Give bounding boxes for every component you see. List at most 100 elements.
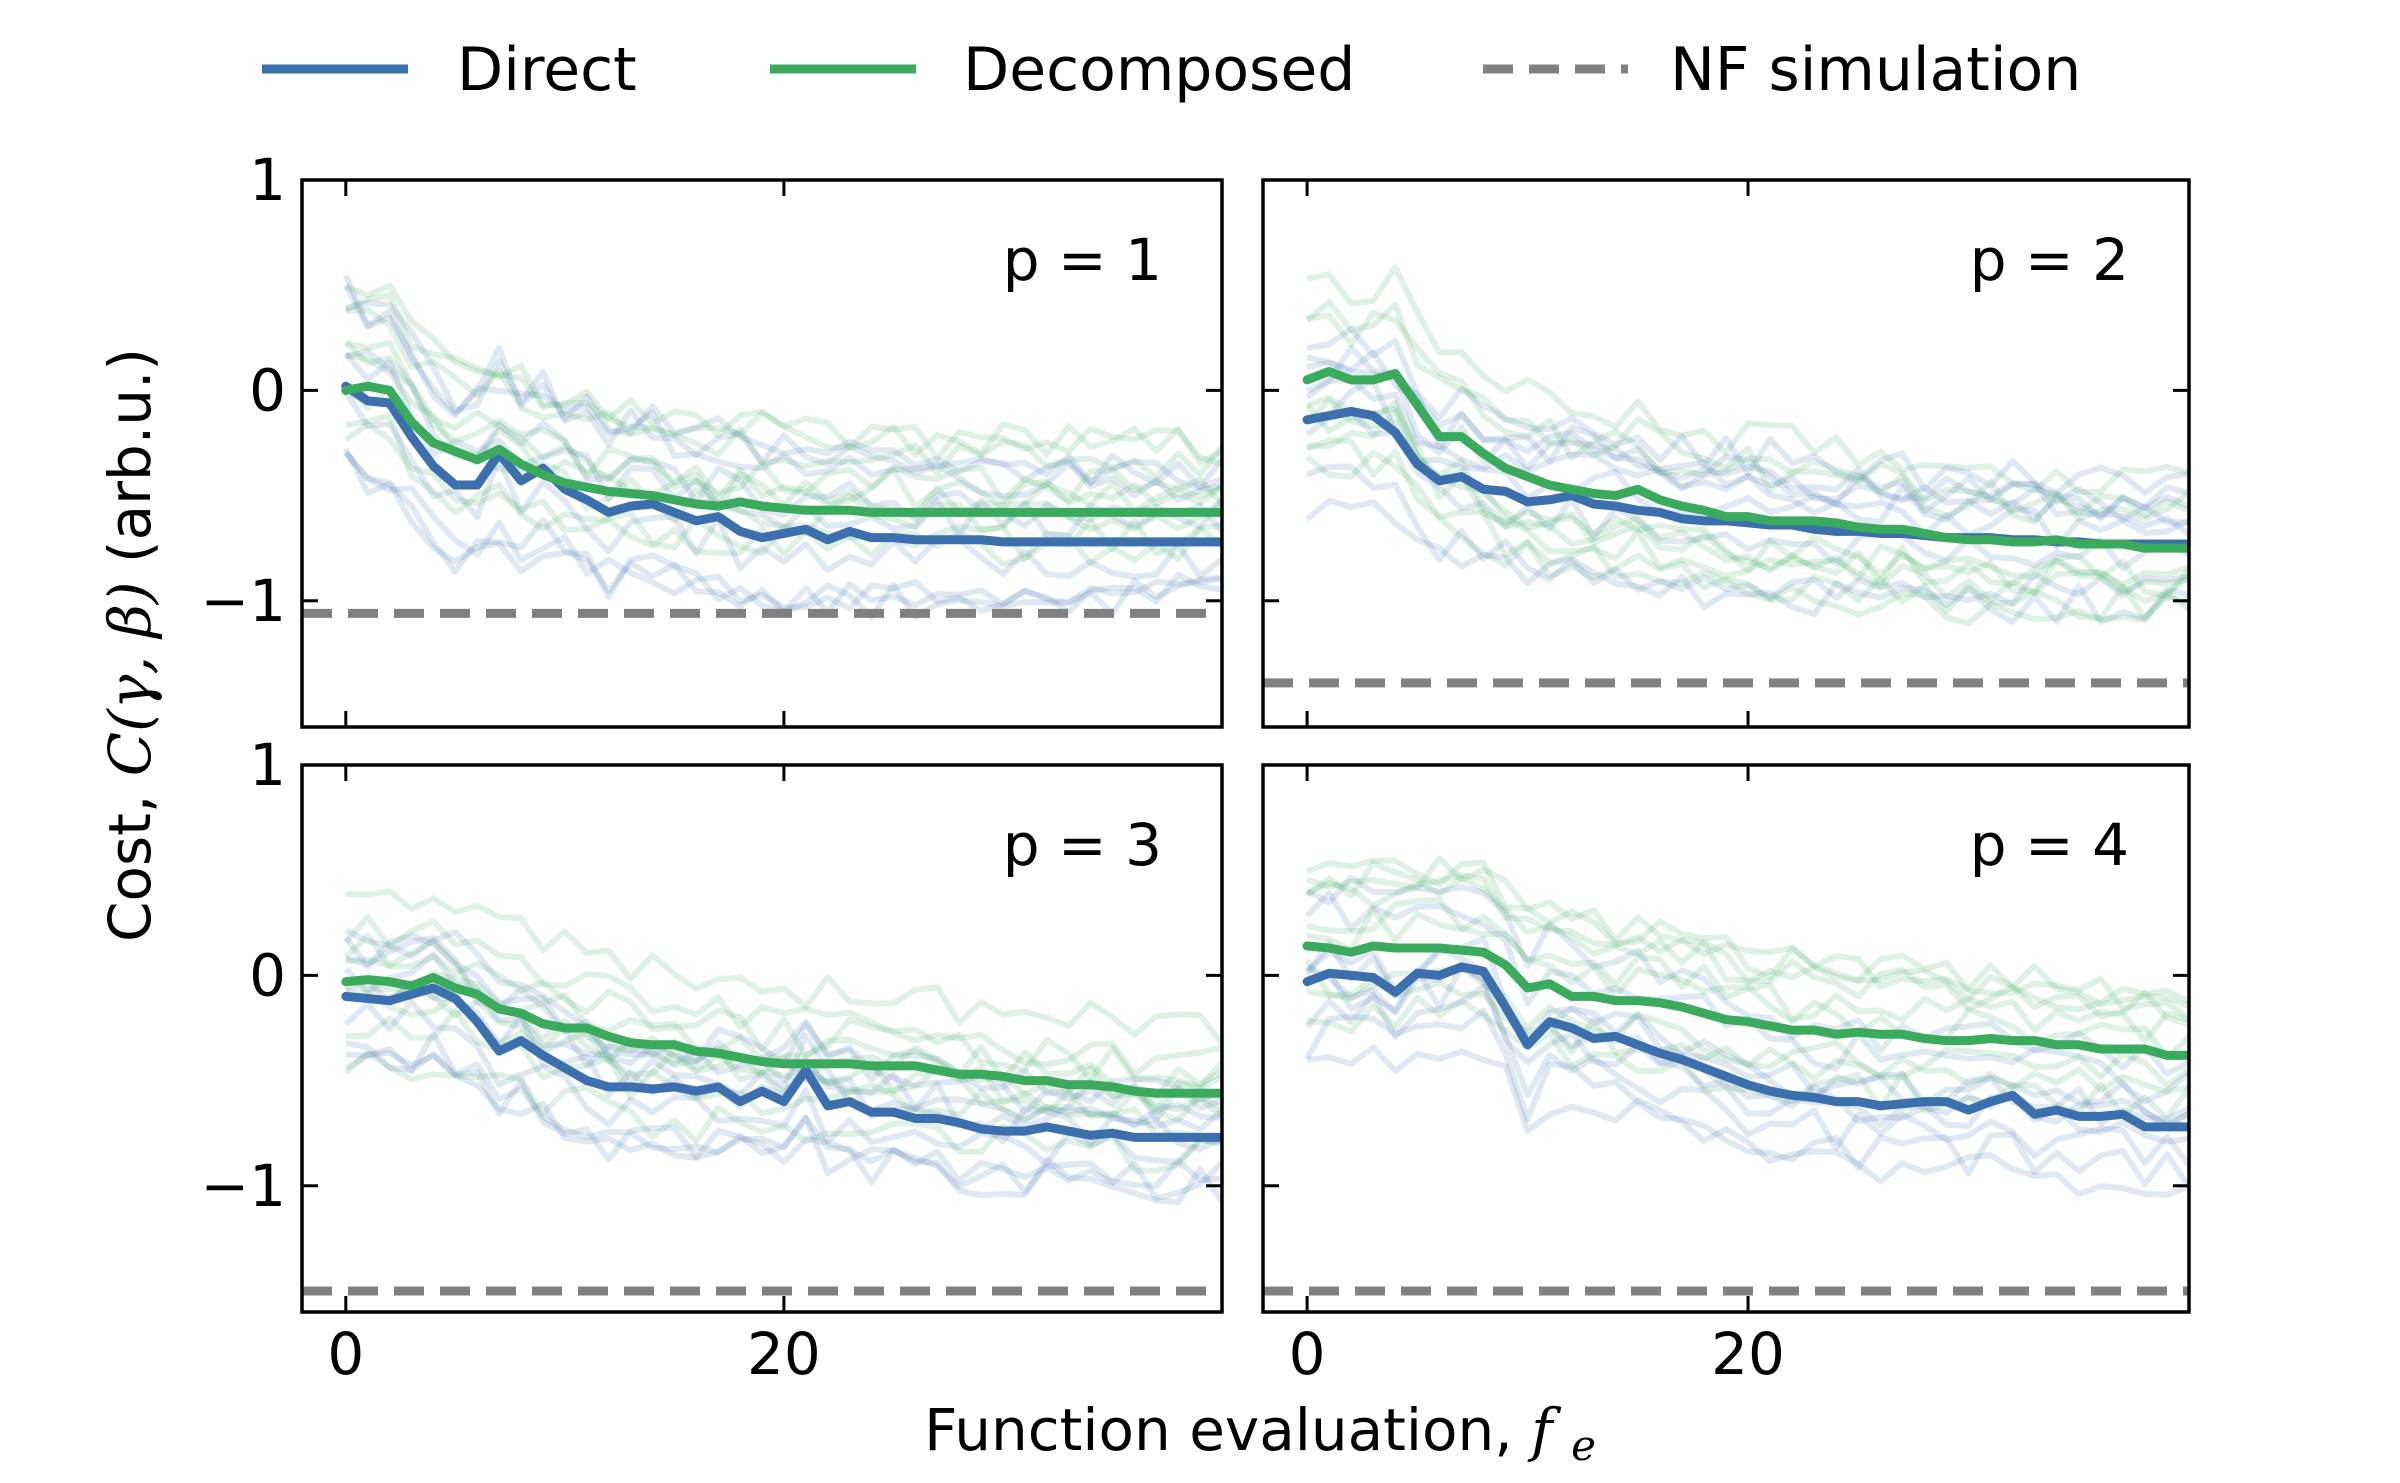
panel-p1-trace-direct-1 xyxy=(343,451,1222,616)
panel-p2-trace-direct-1 xyxy=(1305,408,2189,572)
panel-p3-xtick-label-1: 20 xyxy=(747,1320,821,1388)
panel-p1-frame xyxy=(300,178,1224,729)
panel-p2-trace-direct-4 xyxy=(1305,376,2189,537)
panel-p3-frame xyxy=(300,763,1224,1314)
x-axis-label-text: Function evaluation, xyxy=(924,1396,1513,1464)
panel-p2-label: p = 2 xyxy=(1970,226,2129,294)
panel-p1-label: p = 1 xyxy=(1003,226,1162,294)
panel-p1-ytick-label-1: 0 xyxy=(249,356,286,424)
panel-p3-series-direct xyxy=(341,983,1222,1142)
panel-p4-trace-decomposed-1 xyxy=(1306,896,2189,1044)
panel-p2-trace-decomposed-2 xyxy=(1306,264,2189,496)
panel-p1-trace-decomposed-7 xyxy=(345,339,1222,510)
panel-p3-trace-direct-3 xyxy=(345,1040,1222,1206)
panel-p4-trace-decomposed-3 xyxy=(1306,975,2189,1095)
panel-p4-trace-direct-3 xyxy=(1304,1007,2189,1189)
panel-p1-ytick-label-2: −1 xyxy=(201,567,287,635)
legend-label-nf-simulation: NF simulation xyxy=(1670,35,2081,105)
panel-p1-trace-direct-7 xyxy=(343,284,1222,504)
panel-p4-xtick-label-0: 0 xyxy=(1289,1320,1326,1388)
panel-p2-trace-direct-8 xyxy=(1306,325,2189,497)
panel-p3-ytick-label-2: −1 xyxy=(201,1152,287,1220)
panel-p2-trace-direct-7 xyxy=(1305,497,2189,625)
panel-p2-trace-decomposed-3 xyxy=(1306,394,2189,600)
y-axis-label-math: C(γ, β) xyxy=(96,582,164,777)
panel-p3-ytick-label-0: 1 xyxy=(249,731,286,799)
panel-p1-trace-decomposed-2 xyxy=(344,421,1222,563)
y-axis-label-unit: (arb.u.) xyxy=(96,348,164,563)
panel-p2-trace-decomposed-5 xyxy=(1306,309,2189,525)
panel-p4-trace-decomposed-5 xyxy=(1306,994,2189,1122)
panel-p4-plot-area xyxy=(1263,855,2189,1296)
panel-p2-trace-decomposed-8 xyxy=(1304,397,2189,595)
panel-p4-series-decomposed xyxy=(1302,941,2189,1060)
panel-p3-trace-direct-6 xyxy=(345,1031,1222,1195)
panel-p2-plot-area xyxy=(1263,264,2189,688)
svg-text:Cost, C(γ, β): Cost, C(γ, β) (arb.u.) xyxy=(96,348,164,942)
panel-p2-trace-decomposed-1 xyxy=(1305,299,2189,523)
panel-p1-trace-direct-4 xyxy=(343,274,1222,492)
panel-p2-trace-direct-6 xyxy=(1306,354,2189,520)
panel-p1-trace-decomposed-4 xyxy=(344,282,1222,466)
panel-p4: 0 20 p = 4 xyxy=(1261,763,2191,1388)
panel-p1-trace-decomposed-0 xyxy=(344,292,1222,467)
panel-p3-trace-decomposed-7 xyxy=(345,980,1222,1123)
panel-p3-trace-direct-2 xyxy=(343,951,1222,1133)
panel-p1-series-direct xyxy=(341,381,1222,547)
panel-p3-label: p = 3 xyxy=(1003,811,1162,879)
panel-p3-trace-decomposed-8 xyxy=(343,1050,1222,1174)
panel-p3-xtick-label-0: 0 xyxy=(327,1320,364,1388)
panel-p2-trace-decomposed-6 xyxy=(1305,437,2189,622)
y-axis-label-prefix: Cost, xyxy=(96,795,164,942)
panel-p3-trace-direct-8 xyxy=(343,932,1222,1124)
x-axis-label-symbol: f xyxy=(1527,1396,1562,1464)
x-axis-label-subscript: e xyxy=(1571,1421,1596,1470)
panel-p4-trace-decomposed-6 xyxy=(1306,857,2189,1010)
panel-p1: 1 0 −1 p = 1 xyxy=(201,146,1224,729)
panel-p4-trace-direct-1 xyxy=(1305,874,2189,1077)
panel-p2-trace-decomposed-4 xyxy=(1307,408,2189,605)
panel-p2-series-decomposed xyxy=(1302,366,2189,553)
panel-p3-trace-direct-7 xyxy=(344,1049,1222,1202)
panel-p4-frame xyxy=(1261,763,2191,1314)
panels: 1 0 −1 p = 1 p = 2 1 0 −1 0 20 p = 3 0 20 p = 4 xyxy=(201,146,2191,1388)
panel-p1-trace-decomposed-6 xyxy=(343,340,1222,507)
panel-p1-series-decomposed xyxy=(341,381,1222,517)
panel-p3-trace-decomposed-5 xyxy=(345,888,1222,1046)
panel-p1-trace-direct-6 xyxy=(343,390,1222,580)
panel-p1-trace-direct-0 xyxy=(345,348,1222,531)
panel-p2-trace-direct-3 xyxy=(1306,463,2189,607)
panel-p4-trace-decomposed-8 xyxy=(1305,860,2189,1013)
x-axis-label: Function evaluation, f e xyxy=(924,1396,1596,1470)
panel-p3-ytick-label-1: 0 xyxy=(249,941,286,1009)
panel-p3: 1 0 −1 0 20 p = 3 xyxy=(201,731,1224,1388)
panel-p3-trace-direct-4 xyxy=(343,998,1222,1167)
panel-p2-frame xyxy=(1261,178,2191,729)
y-axis-label: Cost, C(γ, β) (arb.u.) xyxy=(96,348,164,942)
legend-label-direct: Direct xyxy=(457,35,637,105)
panel-p4-series-direct xyxy=(1302,962,2189,1132)
panel-p4-xtick-label-1: 20 xyxy=(1711,1320,1785,1388)
panel-p2-trace-direct-5 xyxy=(1306,377,2189,550)
panel-p3-trace-decomposed-1 xyxy=(343,914,1222,1078)
panel-p4-trace-decomposed-0 xyxy=(1306,855,2189,1022)
panel-p1-ytick-label-0: 1 xyxy=(249,146,286,214)
legend-label-decomposed: Decomposed xyxy=(963,35,1355,105)
panel-p2-trace-decomposed-7 xyxy=(1305,449,2189,627)
panel-p1-trace-direct-2 xyxy=(345,299,1222,491)
panel-p3-series-decomposed xyxy=(341,972,1222,1098)
legend: Direct Decomposed NF simulation xyxy=(262,35,2081,105)
panel-p1-trace-direct-5 xyxy=(343,351,1222,539)
panel-p1-plot-area xyxy=(302,274,1222,621)
panel-p4-label: p = 4 xyxy=(1970,811,2129,879)
panel-p4-trace-decomposed-7 xyxy=(1305,872,2189,1028)
panel-p3-trace-decomposed-2 xyxy=(343,932,1222,1090)
panel-p1-trace-decomposed-1 xyxy=(345,306,1222,481)
panel-p3-plot-area xyxy=(302,888,1222,1296)
svg-text:Function evaluation,: Function evaluation, f e xyxy=(924,1396,1596,1470)
panel-p4-trace-direct-7 xyxy=(1304,983,2189,1167)
panel-p4-trace-direct-8 xyxy=(1304,939,2189,1127)
panel-p2-trace-direct-2 xyxy=(1306,349,2189,524)
panel-p2: p = 2 xyxy=(1261,178,2191,729)
